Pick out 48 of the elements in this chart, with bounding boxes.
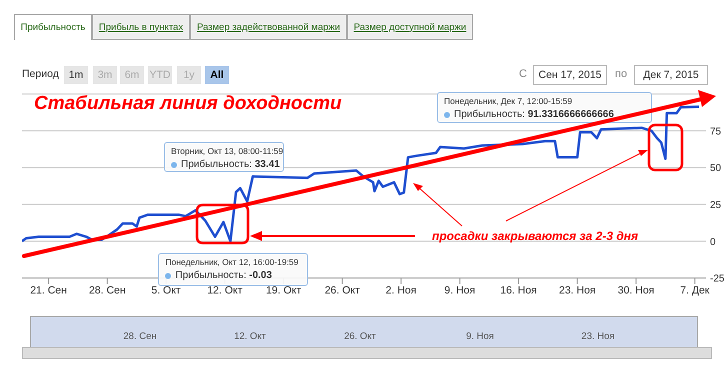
y-tick-label: 50: [710, 163, 722, 174]
text: 3m: [93, 66, 117, 84]
text: С: [519, 68, 527, 80]
chart-title: Стабильная линия доходности: [34, 93, 342, 115]
text: YTD: [148, 66, 172, 84]
tooltip-box: Понедельник, Окт 12, 16:00-19:59 Прибыльность: -0.03: [158, 253, 308, 286]
annotation: просадки закрываются за 2-3 дня: [432, 229, 638, 243]
x-tick-label: 16. Ноя: [500, 284, 537, 296]
x-tick-label: 23. Ноя: [559, 284, 596, 296]
text: 9. Ноя: [465, 331, 495, 342]
text: Размер доступной маржи: [347, 14, 473, 40]
y-tick-label: -25: [710, 274, 725, 285]
y-tick-label: 0: [710, 236, 716, 248]
annotation: Прибыльность: 33.41: [181, 158, 280, 172]
annotation: Понедельник, Окт 12, 16:00-19:59: [165, 256, 300, 270]
text: Прибыльность: [14, 14, 92, 40]
text: All: [205, 66, 229, 84]
x-tick-label: 12. Окт: [207, 284, 243, 296]
x-tick-label: 19. Окт: [266, 284, 302, 296]
tooltip-box: Понедельник, Дек 7, 12:00-15:59 Прибыльность: 91.3316666666666: [437, 92, 652, 123]
text: 12. Окт: [233, 331, 267, 342]
x-tick-label: 30. Ноя: [618, 284, 654, 296]
x-tick-label: 26. Окт: [324, 284, 360, 296]
text: Дек 7, 2015: [634, 65, 708, 85]
text: 6m: [120, 66, 144, 84]
text: Период: [22, 68, 59, 80]
text: 1m: [64, 66, 88, 84]
annotation: Вторник, Окт 13, 08:00-11:59: [171, 145, 284, 158]
tooltip-box: Вторник, Окт 13, 08:00-11:59 Прибыльность: 33.41: [164, 142, 284, 172]
annotation: Понедельник, Дек 7, 12:00-15:59: [444, 95, 574, 108]
annotation: Прибыльность: -0.03: [175, 269, 272, 282]
text: Сен 17, 2015: [533, 65, 607, 85]
x-tick-label: 5. Окт: [151, 284, 181, 296]
text: 23. Ноя: [580, 331, 616, 342]
text: 28. Сен: [122, 331, 158, 342]
x-tick-label: 7. Дек: [680, 284, 710, 296]
x-tick-label: 2. Ноя: [386, 284, 416, 296]
text: 1y: [177, 66, 201, 84]
x-tick-label: 28. Сен: [88, 284, 126, 296]
y-tick-label: 75: [710, 126, 722, 138]
annotation: Прибыльность: 91.3316666666666: [454, 108, 614, 121]
x-tick-label: 21. Сен: [30, 284, 68, 296]
text: Прибыль в пунктах: [92, 14, 190, 40]
x-tick-label: 9. Ноя: [444, 284, 476, 296]
text: Размер задействованной маржи: [190, 14, 347, 40]
text: 26. Окт: [343, 331, 377, 342]
y-tick-label: 25: [710, 200, 722, 211]
text: по: [615, 68, 628, 80]
